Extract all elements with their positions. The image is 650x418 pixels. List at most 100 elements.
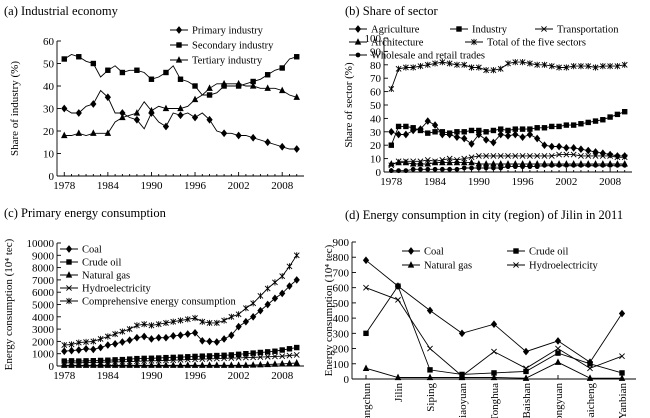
chart-panel-3: (c) Primary energy consumption 0100020003… xyxy=(3,206,304,382)
data-point xyxy=(126,326,133,333)
data-point xyxy=(264,300,271,309)
data-point xyxy=(512,59,519,66)
chart-title: (b) Share of sector xyxy=(345,4,439,18)
data-point xyxy=(395,296,401,303)
data-point xyxy=(505,127,511,134)
data-point xyxy=(235,361,242,368)
series-line xyxy=(365,285,623,375)
legend-marker xyxy=(65,271,73,278)
data-point xyxy=(177,104,184,112)
data-point xyxy=(563,151,570,158)
data-point xyxy=(126,336,133,345)
legend-label: Hydroelectricity xyxy=(529,261,599,272)
data-point xyxy=(523,365,529,372)
data-point xyxy=(235,311,242,318)
data-point xyxy=(522,374,530,381)
data-point xyxy=(498,165,504,171)
data-point xyxy=(614,154,621,161)
data-point xyxy=(177,111,184,120)
y-tick-label: 40 xyxy=(370,113,382,125)
data-point xyxy=(286,352,293,359)
legend-label: Primary industry xyxy=(192,26,264,37)
data-point xyxy=(177,361,184,368)
data-point xyxy=(476,165,482,171)
data-point xyxy=(490,67,497,74)
data-point xyxy=(534,134,541,143)
series-coal xyxy=(362,256,626,367)
data-point xyxy=(75,339,82,346)
y-tick-label: 400 xyxy=(333,313,350,325)
legend-label: Comprehensive energy consumption xyxy=(82,297,237,308)
data-point xyxy=(453,133,461,141)
data-point xyxy=(563,144,570,152)
data-point xyxy=(90,359,97,366)
data-point xyxy=(577,145,585,154)
data-point xyxy=(170,318,177,325)
y-axis-label: Energy consumption (10⁴ tec) xyxy=(323,244,335,376)
data-point xyxy=(461,155,468,162)
data-point xyxy=(453,158,461,166)
y-tick-label: 10 xyxy=(370,154,382,166)
data-point xyxy=(61,341,68,349)
data-point xyxy=(133,361,141,368)
x-tick-label: Baicheng xyxy=(585,383,597,418)
data-point xyxy=(97,361,104,368)
y-tick-label: 10 xyxy=(43,149,55,161)
data-point xyxy=(221,352,227,358)
data-point xyxy=(619,353,625,360)
data-point xyxy=(155,321,162,328)
data-point xyxy=(571,162,577,168)
data-point xyxy=(418,166,423,172)
data-point xyxy=(90,361,97,368)
data-point xyxy=(235,79,242,87)
legend-item: Hydroelectricity xyxy=(507,261,599,272)
data-point xyxy=(541,125,548,131)
y-tick-label: 2000 xyxy=(32,336,55,348)
data-point xyxy=(184,356,191,363)
series-hydroelectricity xyxy=(363,284,625,379)
data-point xyxy=(104,359,111,365)
legend-item: Industry xyxy=(450,25,508,36)
legend-marker xyxy=(176,42,182,48)
data-point xyxy=(126,361,133,368)
data-point xyxy=(206,353,213,359)
legend-marker xyxy=(175,26,183,34)
data-point xyxy=(460,158,468,166)
data-point xyxy=(475,153,482,159)
series-transportation xyxy=(388,151,628,169)
data-point xyxy=(622,162,628,168)
legend-label: Crude oil xyxy=(82,258,121,269)
data-point xyxy=(257,354,264,361)
data-point xyxy=(148,335,155,343)
legend-marker xyxy=(65,245,73,253)
data-point xyxy=(163,357,169,364)
data-point xyxy=(148,361,155,368)
data-point xyxy=(220,335,228,343)
data-point xyxy=(68,361,75,368)
chart-title: (a) Industrial economy xyxy=(4,4,119,18)
data-point xyxy=(177,76,184,82)
data-point xyxy=(425,130,431,136)
data-point xyxy=(250,300,257,307)
data-point xyxy=(439,129,446,135)
data-point xyxy=(614,63,621,70)
data-point xyxy=(184,316,191,323)
data-point xyxy=(177,356,184,363)
legend-item: Natural gas xyxy=(402,261,472,272)
data-point xyxy=(592,64,599,71)
legend-label: Secondary industry xyxy=(192,41,274,52)
data-point xyxy=(402,64,409,71)
y-tick-label: 7000 xyxy=(32,275,55,287)
series-total-of-the-five-sectors xyxy=(388,59,628,93)
legend-label: Total of the five sectors xyxy=(487,38,586,49)
data-point xyxy=(523,368,529,375)
data-point xyxy=(243,350,249,357)
data-point xyxy=(578,121,584,127)
x-tick-label: 2008 xyxy=(271,180,294,192)
data-point xyxy=(570,122,577,128)
data-point xyxy=(432,129,438,135)
data-point xyxy=(293,276,300,284)
data-point xyxy=(483,67,490,74)
data-point xyxy=(271,294,279,303)
legend-label: Wholesale and retail trades xyxy=(371,51,485,62)
